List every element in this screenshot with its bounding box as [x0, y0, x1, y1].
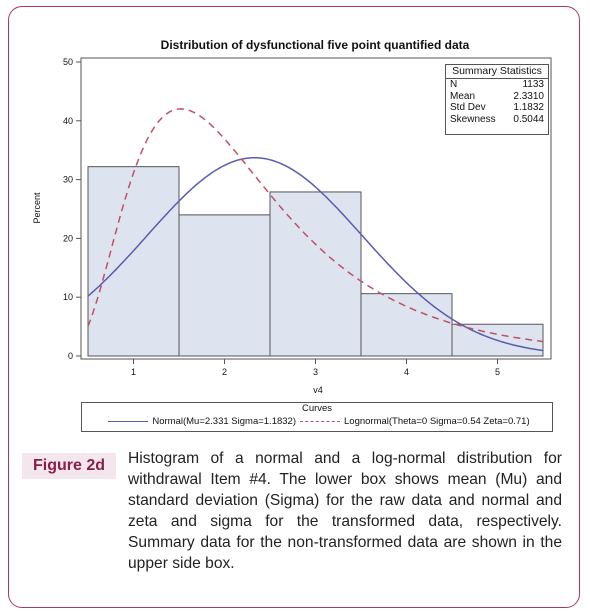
stats-label: Skewness	[450, 113, 496, 125]
legend-swatch-normal	[108, 421, 149, 422]
legend-entry-lognormal: Lognormal(Theta=0 Sigma=0.54 Zeta=0.71)	[344, 416, 530, 427]
summary-statistics-title: Summary Statistics	[446, 65, 548, 79]
y-tick-label-10: 10	[63, 292, 73, 302]
y-axis-label: Percent	[32, 192, 42, 224]
stats-label: Mean	[450, 90, 476, 102]
bar-4	[360, 293, 453, 357]
stats-value: 1.1832	[513, 102, 544, 113]
y-tick-label-50: 50	[63, 57, 73, 67]
x-tick-label-2: 2	[222, 367, 227, 377]
y-tick-label-40: 40	[63, 116, 73, 126]
stats-value: 1133	[522, 79, 544, 90]
legend-entry-normal: Normal(Mu=2.331 Sigma=1.1832)	[152, 416, 296, 427]
x-tick-label-5: 5	[495, 367, 500, 377]
x-tick-label-1: 1	[131, 367, 136, 377]
summary-statistics-box: Summary Statistics N 1133 Mean 2.3310 St…	[445, 64, 549, 135]
stats-row-skewness: Skewness 0.5044	[446, 114, 548, 126]
stats-row-n: N 1133	[446, 79, 548, 91]
stats-value: 0.5044	[513, 113, 544, 125]
y-tick-label-0: 0	[68, 351, 73, 361]
legend-swatch-lognormal	[300, 421, 340, 422]
bar-3	[269, 191, 362, 357]
legend-title: Curves	[301, 403, 333, 414]
stats-label: Std Dev	[450, 102, 486, 113]
stats-value: 2.3310	[513, 90, 544, 102]
curves-legend: Curves Normal(Mu=2.331 Sigma=1.1832) Log…	[81, 402, 553, 432]
lognormal-curve	[87, 108, 544, 343]
x-tick-label-3: 3	[313, 367, 318, 377]
stats-row-std-dev: Std Dev 1.1832	[446, 102, 548, 114]
x-axis-label: v4	[313, 385, 323, 395]
figure-label: Figure 2d	[22, 453, 116, 479]
y-tick-label-20: 20	[63, 233, 73, 243]
stats-row-mean: Mean 2.3310	[446, 91, 548, 103]
legend-entries: Normal(Mu=2.331 Sigma=1.1832) Lognormal(…	[82, 415, 552, 428]
figure-caption: Histogram of a normal and a log-normal d…	[128, 450, 562, 572]
chart-title: Distribution of dysfunctional five point…	[161, 38, 470, 52]
y-tick-label-30: 30	[63, 175, 73, 185]
bar-1	[87, 166, 180, 357]
stats-label: N	[450, 79, 458, 90]
x-tick-label-4: 4	[404, 367, 409, 377]
bar-2	[178, 214, 271, 357]
